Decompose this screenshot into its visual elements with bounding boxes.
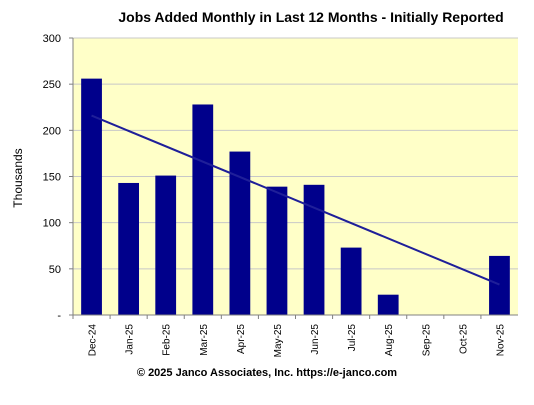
bar-jun-25 bbox=[303, 184, 325, 315]
x-tick-label: May-25 bbox=[273, 324, 284, 358]
copyright-footer: © 2025 Janco Associates, Inc. https://e-… bbox=[136, 367, 398, 379]
x-tick-label: Feb-25 bbox=[162, 324, 173, 356]
chart-title: Jobs Added Monthly in Last 12 Months - I… bbox=[118, 9, 503, 25]
y-tick-label: 300 bbox=[43, 33, 61, 45]
x-tick-label: Jun-25 bbox=[310, 324, 321, 355]
grid-lines bbox=[73, 37, 518, 270]
bar-may-25 bbox=[266, 186, 288, 315]
y-tick-label: 250 bbox=[43, 79, 61, 91]
bar-aug-25 bbox=[377, 294, 399, 315]
y-tick-labels: - 50 100 150 200 250 300 bbox=[43, 33, 73, 322]
y-axis-label: Thousands bbox=[11, 148, 25, 207]
bar-feb-25 bbox=[155, 175, 177, 315]
y-tick-label: - bbox=[57, 310, 61, 322]
y-tick-label: 150 bbox=[43, 172, 61, 184]
x-tick-label: Oct-25 bbox=[458, 324, 469, 354]
x-tick-label: Sep-25 bbox=[421, 324, 432, 357]
trend-line bbox=[91, 114, 500, 286]
bars bbox=[81, 78, 510, 315]
x-tick-label: Jan-25 bbox=[125, 324, 136, 355]
bar-mar-25 bbox=[192, 104, 214, 315]
bar-jan-25 bbox=[118, 182, 140, 315]
bar-jul-25 bbox=[340, 247, 362, 315]
y-tick-label: 50 bbox=[49, 264, 61, 276]
x-tick-label: Dec-24 bbox=[88, 324, 99, 357]
x-tick-label: Mar-25 bbox=[199, 324, 210, 356]
y-tick-label: 100 bbox=[43, 218, 61, 230]
x-tick-label: Aug-25 bbox=[384, 324, 395, 357]
bar-nov-25 bbox=[489, 255, 510, 315]
x-tick-label: Jul-25 bbox=[347, 324, 358, 352]
x-tick-label: Apr-25 bbox=[236, 324, 247, 354]
x-tick-labels: Dec-24 Jan-25 Feb-25 Mar-25 Apr-25 May-25 Jun-… bbox=[72, 315, 506, 358]
bar-apr-25 bbox=[229, 151, 251, 315]
bar-dec-24 bbox=[81, 78, 102, 315]
x-tick-label: Nov-25 bbox=[495, 324, 506, 357]
y-tick-label: 200 bbox=[43, 125, 61, 137]
